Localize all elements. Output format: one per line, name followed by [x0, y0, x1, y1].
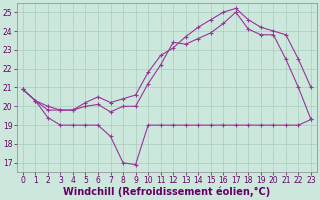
X-axis label: Windchill (Refroidissement éolien,°C): Windchill (Refroidissement éolien,°C): [63, 187, 270, 197]
